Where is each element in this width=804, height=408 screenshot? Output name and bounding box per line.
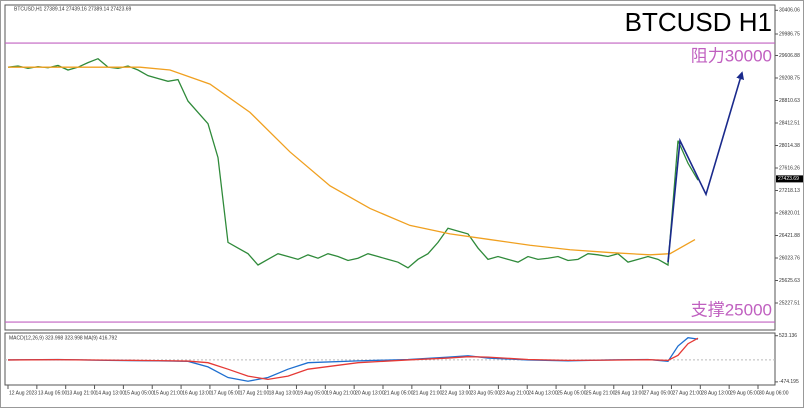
annotation: 阻力30000 (691, 47, 772, 66)
y-tick-label: 27616.26 (779, 165, 800, 171)
x-tick-label: 15 Aug 21:00 (153, 390, 183, 396)
y-tick-label: 26820.01 (779, 210, 800, 216)
x-tick-label: 21 Aug 21:00 (413, 390, 443, 396)
x-tick-label: 27 Aug 05:00 (644, 390, 674, 396)
y-tick-label: 28810.63 (779, 98, 800, 104)
y-tick-label: -474.195 (779, 379, 799, 385)
x-tick-label: 20 Aug 13:00 (355, 390, 385, 396)
y-tick-label: 523.136 (779, 333, 797, 339)
header: BTCUSD,H1 27389.14 27439.16 27389.14 274… (14, 6, 132, 12)
x-tick-label: 17 Aug 05:00 (211, 390, 241, 396)
macd-panel (4, 332, 776, 386)
x-tick-label: 14 Aug 13:00 (96, 390, 126, 396)
forecast-arrow (667, 71, 745, 263)
y-tick-label: 30406.06 (779, 8, 800, 14)
x-tick-label: 13 Aug 05:00 (38, 390, 68, 396)
moving-average (8, 66, 696, 256)
x-tick-label: 28 Aug 13:00 (701, 390, 731, 396)
y-tick-label: 28014.38 (779, 143, 800, 149)
x-tick-label: 23 Aug 05:00 (471, 390, 501, 396)
x-tick-label: 29 Aug 05:00 (730, 390, 760, 396)
x-tick-label: 13 Aug 21:00 (67, 390, 97, 396)
y-tick-label: 26421.88 (779, 233, 800, 239)
x-tick-label: 18 Aug 13:00 (269, 390, 299, 396)
x-tick-label: 26 Aug 13:00 (615, 390, 645, 396)
x-tick-label: 12 Aug 2023 (9, 390, 37, 396)
signal-line (7, 337, 699, 381)
y-tick-label: 29986.75 (779, 31, 800, 37)
last-price-box (776, 175, 803, 183)
x-tick-label: 19 Aug 21:00 (326, 390, 356, 396)
annotation: 支撑25000 (691, 301, 772, 320)
x-tick-label: 16 Aug 13:00 (182, 390, 212, 396)
x-tick-label: 17 Aug 21:00 (240, 390, 270, 396)
y-tick-label: 28412.51 (779, 120, 800, 126)
last-price: 27423.69 (778, 176, 799, 182)
x-tick-label: 27 Aug 21:00 (672, 390, 702, 396)
chart-title: BTCUSD H1 (625, 7, 772, 37)
y-tick-label: 25625.63 (779, 278, 800, 284)
x-tick-label: 19 Aug 05:00 (297, 390, 327, 396)
x-tick-label: 24 Aug 13:00 (528, 390, 558, 396)
x-tick-label: 30 Aug 06:00 (759, 390, 789, 396)
y-tick-label: 26023.76 (779, 255, 800, 261)
y-tick-label: 25227.51 (779, 300, 800, 306)
macd-title: MACD(12,26,9) 323.998 323.998 MA(9) 416.… (9, 335, 117, 341)
x-tick-label: 15 Aug 05:00 (124, 390, 154, 396)
y-tick-label: 29606.88 (779, 53, 800, 59)
x-tick-label: 23 Aug 21:00 (499, 390, 529, 396)
x-tick-label: 21 Aug 05:00 (384, 390, 414, 396)
x-tick-label: 25 Aug 05:00 (557, 390, 587, 396)
x-tick-label: 22 Aug 13:00 (442, 390, 472, 396)
y-tick-label: 27218.13 (779, 188, 800, 194)
x-tick-label: 25 Aug 21:00 (586, 390, 616, 396)
y-tick-label: 29208.75 (779, 75, 800, 81)
